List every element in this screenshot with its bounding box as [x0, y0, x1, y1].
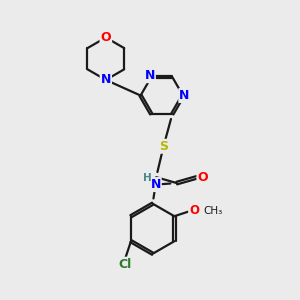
Text: N: N — [179, 89, 190, 102]
Text: CH₃: CH₃ — [204, 206, 223, 217]
Text: O: O — [197, 171, 208, 184]
Text: N: N — [100, 74, 111, 86]
Text: O: O — [100, 31, 111, 44]
Text: S: S — [159, 140, 168, 153]
Text: O: O — [189, 203, 199, 217]
Text: Cl: Cl — [118, 258, 132, 271]
Text: N: N — [150, 178, 161, 191]
Text: H: H — [143, 173, 152, 183]
Text: N: N — [145, 69, 155, 82]
